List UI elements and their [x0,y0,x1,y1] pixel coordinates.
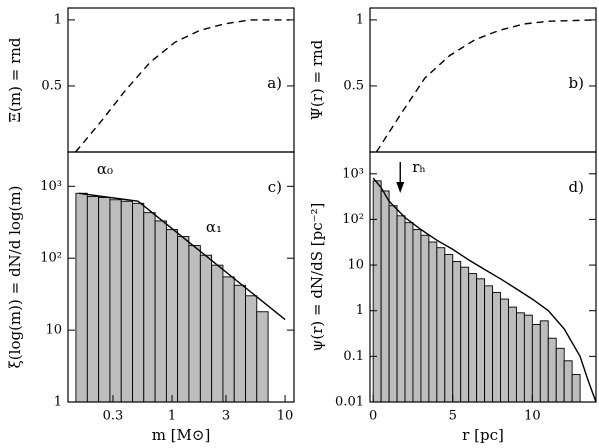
histogram-bar [120,200,133,403]
panel-frame [67,151,295,403]
histogram-bar [233,284,246,403]
y-tick-label: 0.5 [41,78,62,93]
histogram-bar [476,278,486,403]
histogram-bar [500,298,509,403]
histogram-bar [154,220,167,403]
histogram-bar [571,374,581,403]
x-tick-label: 3 [222,409,230,424]
histogram-bar [515,312,525,403]
y-axis-label: ψ(r) = dN/dS [pc⁻²] [308,203,326,352]
x-tick-label: 10 [277,409,294,424]
histogram-bar [109,199,122,403]
histogram-bar [468,273,478,403]
panel-label: a) [267,74,282,92]
panel-frame [67,7,295,153]
histogram-bar [132,202,145,403]
x-tick-label: 5 [449,409,457,424]
x-axis-label: m [M⊙] [152,426,211,444]
y-tick-label: 10 [45,323,62,338]
histogram-bar [165,229,179,403]
histogram-bar [222,276,235,403]
y-axis-label: Ξ(m) = rnd [6,37,24,122]
histogram-bar [404,222,414,403]
histogram-bar [436,247,446,403]
histogram-bar [492,292,501,403]
histogram-bar [143,212,156,403]
y-tick-label: 1 [356,12,364,27]
histogram-bar [388,205,398,403]
arrow-head [396,182,405,193]
histogram-bar [563,360,573,403]
y-axis-label: Ψ(r) = rnd [308,39,326,120]
histogram-bar [484,285,493,403]
panel-frame [369,151,597,403]
x-axis-label: r [pc] [462,426,504,444]
panel-label: d) [569,178,584,196]
histogram-bar [460,266,470,403]
histogram-bar [420,234,430,403]
y-tick-label: 10 [347,258,364,273]
histogram-bar [256,311,269,403]
x-tick-label: 1 [168,409,176,424]
histogram-bar [555,347,565,403]
y-tick-label: 0.5 [343,78,364,93]
annotation: rₕ [412,158,426,176]
histogram-bar [539,320,549,403]
y-tick-label: 10² [40,251,62,266]
histogram-bar [508,306,517,403]
histogram-bar [188,245,201,403]
histogram-bar [444,254,454,403]
cdf-curve [75,19,290,153]
histogram-bar [531,324,541,403]
histogram-bar [452,261,462,403]
histogram-bar [372,180,382,403]
y-tick-label: 10³ [342,166,364,181]
x-tick-label: 0 [369,409,377,424]
histogram-bar [86,196,100,403]
y-tick-label: 1 [356,303,364,318]
histogram-bar [211,264,224,403]
y-tick-label: 1 [54,12,62,27]
histogram-bar [177,236,190,403]
y-tick-label: 0.01 [335,395,364,410]
histogram-bar [523,314,533,403]
histogram-bar [396,215,406,403]
annotation: α₁ [206,218,222,236]
y-tick-label: 1 [54,395,62,410]
y-axis-label: ξ(log(m)) = dN/d log(m) [6,186,24,369]
histogram-bar [75,192,88,403]
histogram-bar [98,196,111,403]
x-tick-label: 10 [524,409,541,424]
y-tick-label: 0.1 [343,349,364,364]
fit-curve [372,177,597,403]
histogram-bar [547,337,557,403]
cdf-curve [375,19,597,153]
histogram-bar [245,295,258,403]
panel-label: b) [569,74,584,92]
panel-frame [369,7,597,153]
annotation: α₀ [97,160,113,178]
histogram-bar [412,229,422,403]
panel-label: c) [268,178,282,196]
y-tick-label: 10³ [40,179,62,194]
histogram-bar [428,241,438,403]
histogram-bar [199,254,213,403]
y-tick-label: 10² [342,212,364,227]
histogram-bar [380,190,390,403]
fit-curve [78,192,286,321]
x-tick-label: 0.3 [103,409,124,424]
